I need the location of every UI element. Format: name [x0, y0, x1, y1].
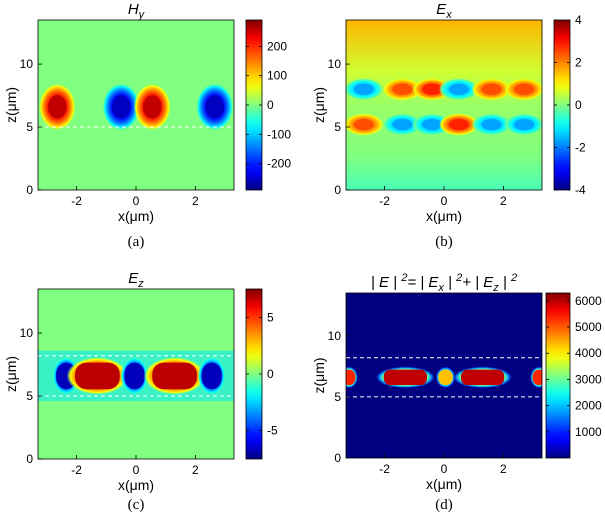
panel-a-blob-core	[205, 95, 224, 119]
panel-b-title: Ex​	[436, 1, 452, 21]
panel-a-title: Hy​	[128, 1, 146, 21]
panel-a-ytick-label: 5	[26, 120, 33, 134]
panel-a-ytick-label: 0	[26, 183, 33, 197]
panel-a-field	[38, 83, 234, 131]
panel-c-ytick-label: 5	[26, 389, 33, 403]
panel-d-colorbar	[545, 292, 571, 459]
panel-d-colorbar-label: 6000	[575, 294, 602, 308]
panel-b-blob-core	[481, 83, 502, 95]
panel-b-ytick-label: 5	[334, 120, 341, 134]
panel-b-colorbar-label: 4	[575, 13, 582, 27]
panel-c-blob-core	[75, 362, 120, 390]
panel-c-xlabel: x(μm)	[118, 477, 154, 493]
panel-b-blob-core	[392, 118, 413, 131]
panel-d-blob-core	[532, 369, 542, 386]
panel-a-colorbar-label: -200	[267, 157, 291, 171]
panel-b-blob-core	[353, 83, 374, 95]
panel-b-xtick-label: -2	[379, 194, 390, 208]
panel-c-ez: -2 0 2 0 5 10 x(μm) z(μm) Ez​ 5 0 -5 (c)	[3, 270, 278, 513]
panel-d-colorbar-label: 5000	[575, 320, 602, 334]
panel-a-caption: (a)	[128, 234, 145, 250]
panel-d-blob-core	[461, 369, 505, 386]
panel-b-ex: -2 0 2 0 5 10 x(μm) z(μm) Ex​ 4 2 0 -2 -4 (b)	[311, 1, 586, 250]
panel-a-xtick-label: -2	[71, 194, 82, 208]
panel-a-ylabel: z(μm)	[3, 87, 19, 123]
panel-c-caption: (c)	[128, 497, 145, 513]
panel-d-blob-core	[346, 369, 356, 386]
panel-b-ytick-label: 10	[328, 57, 342, 71]
panel-d-caption: (d)	[435, 497, 453, 513]
panel-d-blob-core	[383, 369, 427, 386]
panel-b-ytick-label: 0	[334, 183, 341, 197]
panel-b-xlabel: x(μm)	[426, 208, 462, 224]
panel-d-ylabel: z(μm)	[311, 357, 327, 393]
panel-d-colorbar-label: 3000	[575, 372, 602, 386]
panel-c-ylabel: z(μm)	[3, 356, 19, 392]
panel-a-ytick-label: 10	[20, 57, 34, 71]
panel-d-ytick-label: 5	[334, 390, 341, 404]
panel-b-blob-core	[481, 118, 502, 131]
panel-a-blob-core	[48, 95, 67, 119]
panel-a-hy: -2 0 2 0 5 10 x(μm) z(μm) Hy​ 200 100 0 -100 -200 (a)	[3, 1, 291, 250]
panel-a-xtick-label: 0	[133, 194, 140, 208]
panel-d-xtick-label: 0	[441, 462, 448, 476]
panel-c-colorbar-label: 5	[267, 310, 274, 324]
panel-a-blob-core	[143, 95, 162, 119]
panel-d-blob-core	[438, 369, 453, 386]
panel-b-blob-core	[448, 118, 469, 131]
panel-a-colorbar-label: -100	[267, 127, 291, 141]
panel-d-xtick-label: -2	[379, 462, 390, 476]
panel-c-colorbar-label: -5	[267, 424, 278, 438]
panel-c-blob-core	[201, 362, 222, 390]
panel-d-colorbar-label: 2000	[575, 399, 602, 413]
panel-a-colorbar-label: 100	[267, 69, 287, 83]
panel-a-blob-core	[111, 95, 131, 119]
panel-d-xlabel: x(μm)	[426, 476, 462, 492]
panel-c-xtick-label: 2	[192, 463, 199, 477]
panel-b-blob-core	[353, 118, 374, 131]
panel-d-field	[346, 366, 542, 389]
panel-d-ytick-label: 10	[328, 329, 342, 343]
panel-d-xtick-label: 2	[500, 462, 507, 476]
panel-c-colorbar-label: 0	[267, 367, 274, 381]
panel-d-colorbar-label: 1000	[575, 425, 602, 439]
panel-b-blob-core	[448, 83, 469, 95]
panel-c-title: Ez​	[128, 270, 144, 290]
panel-b-blob-core	[422, 83, 443, 95]
panel-c-xtick-label: -2	[71, 463, 82, 477]
panel-c-field	[38, 350, 234, 402]
panel-c-blob-core	[152, 362, 197, 390]
panel-b-field	[346, 20, 542, 190]
panel-c-ytick-label: 10	[20, 326, 34, 340]
panel-b-xtick-label: 2	[500, 194, 507, 208]
panel-b-xtick-label: 0	[441, 194, 448, 208]
panel-a-colorbar-label: 200	[267, 39, 287, 53]
panel-d-colorbar-label: 4000	[575, 346, 602, 360]
panel-c-xtick-label: 0	[133, 463, 140, 477]
panel-b-blob-core	[514, 83, 535, 95]
panel-b-field-gradient	[346, 20, 542, 190]
panel-a-xlabel: x(μm)	[118, 208, 154, 224]
panel-b-colorbar-label: -2	[575, 141, 586, 155]
panel-b-caption: (b)	[435, 234, 453, 250]
panel-d-ytick-label: 0	[334, 451, 341, 465]
panel-b-colorbar-label: 2	[575, 56, 582, 70]
panel-c-blob-core	[124, 362, 145, 390]
panel-a-xtick-label: 2	[192, 194, 199, 208]
panel-b-blob-core	[422, 118, 443, 131]
panel-b-colorbar-label: 0	[575, 98, 582, 112]
panel-d-title: | E | 2​= | Ex​ | 2​+ | Ez​ | 2​	[371, 272, 517, 294]
panel-b-ylabel: z(μm)	[311, 87, 327, 123]
panel-d-intensity: -2 0 2 0 5 10 x(μm) z(μm) | E | 2​= | Ex​ | 2​+ …	[311, 272, 602, 513]
panel-c-ytick-label: 0	[26, 452, 33, 466]
panel-b-blob-core	[514, 118, 535, 131]
panel-b-blob-core	[392, 83, 413, 95]
panel-b-colorbar-label: -4	[575, 183, 586, 197]
panel-a-colorbar-label: 0	[267, 98, 274, 112]
